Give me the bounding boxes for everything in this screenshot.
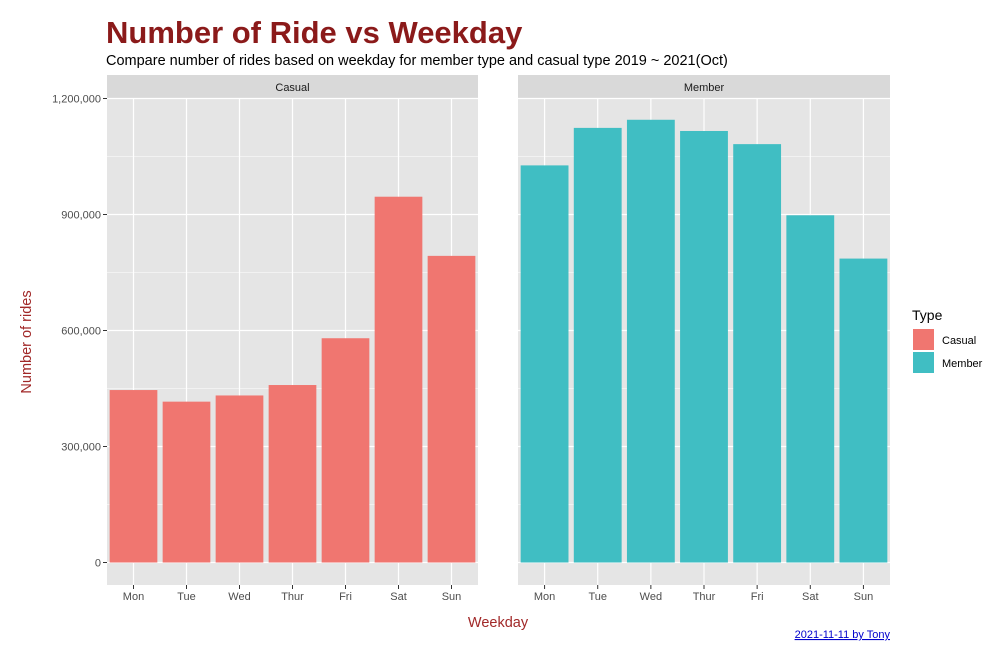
x-tick-label: Fri [751,591,764,603]
chart-subtitle: Compare number of rides based on weekday… [106,53,728,69]
bar-casual-sat [374,196,423,563]
x-tick-label: Sun [442,591,462,603]
x-tick-label: Sun [854,591,874,603]
bar-casual-wed [215,395,264,563]
legend-swatch-member [913,352,934,373]
x-axis-title: Weekday [468,615,529,631]
bar-member-wed [626,119,675,563]
x-tick-label: Wed [228,591,250,603]
x-tick-label: Fri [339,591,352,603]
bar-casual-tue [162,401,211,563]
x-tick-label: Thur [693,591,716,603]
y-tick-label: 1,200,000 [52,94,101,106]
x-tick-label: Thur [281,591,304,603]
legend-label-member: Member [942,358,983,370]
caption-link[interactable]: 2021-11-11 by Tony [795,629,891,641]
legend: Type Casual Member [912,307,983,373]
facet-strip [107,75,478,98]
facet-strip-label: Casual [275,82,309,94]
bar-casual-thur [268,385,317,563]
x-tick-label: Tue [177,591,196,603]
bar-member-mon [520,165,569,563]
facet-strip-label: Member [684,82,725,94]
x-tick-label: Wed [640,591,662,603]
facet-panel-member: Member Mon Tue Wed Thur Fri Sat Sun [518,75,890,603]
bar-casual-sun [427,255,476,563]
y-tick-label: 0 [95,558,101,570]
y-tick-label: 900,000 [61,210,101,222]
bar-member-sat [786,215,835,563]
legend-swatch-casual [913,329,934,350]
y-tick-label: 600,000 [61,326,101,338]
bar-member-thur [680,130,728,563]
bar-member-tue [573,127,622,563]
facet-panels: Casual Mon Tue Wed Thur Fri Sat Sun Member Mon Tue… [107,75,890,603]
facet-panel-casual: Casual Mon Tue Wed Thur Fri Sat Sun [107,75,478,603]
facet-strip [518,75,890,98]
chart-title: Number of Ride vs Weekday [106,15,523,50]
legend-title: Type [912,307,943,323]
bar-casual-mon [109,390,158,563]
bar-member-sun [839,258,888,563]
x-tick-label: Sat [390,591,407,603]
y-tick-label: 300,000 [61,442,101,454]
y-axis: 0 300,000 600,000 900,000 1,200,000 [52,94,107,570]
x-tick-label: Mon [123,591,144,603]
bar-member-fri [733,144,782,563]
bar-casual-fri [321,338,370,563]
y-axis-title: Number of rides [19,290,35,393]
x-tick-label: Sat [802,591,819,603]
legend-label-casual: Casual [942,335,976,347]
x-tick-label: Tue [588,591,607,603]
x-tick-label: Mon [534,591,555,603]
